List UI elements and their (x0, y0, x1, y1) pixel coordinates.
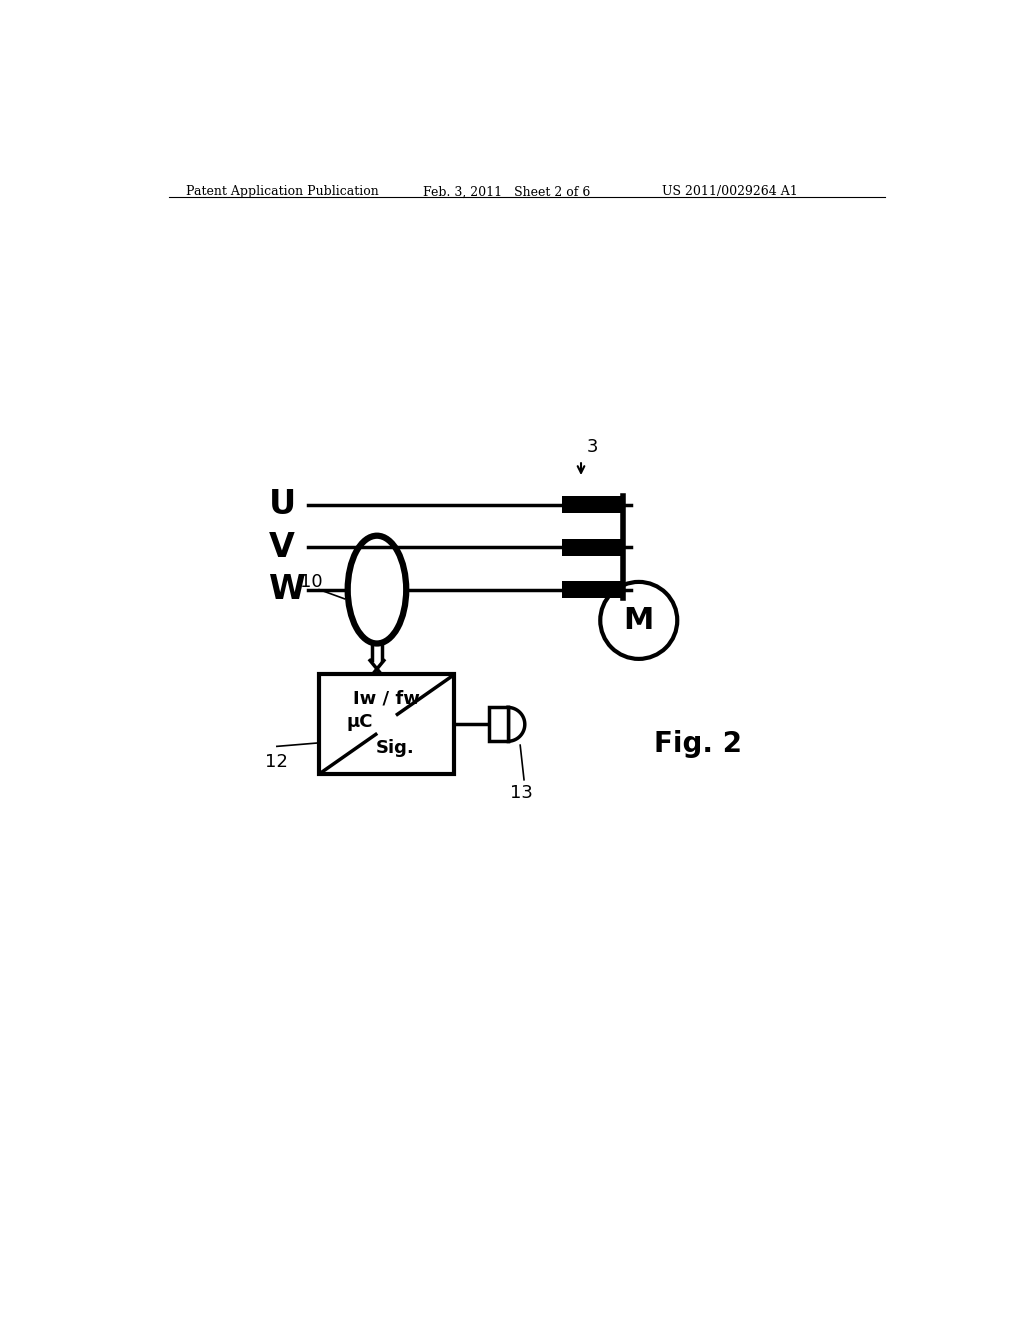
Text: 10: 10 (300, 573, 323, 591)
Text: Iw / fw: Iw / fw (353, 689, 420, 708)
Bar (488, 708, 508, 742)
Text: Sig.: Sig. (376, 739, 415, 758)
Bar (562, 539, 624, 556)
Text: W: W (269, 573, 306, 606)
Text: U: U (269, 488, 296, 521)
Text: V: V (269, 531, 295, 564)
Text: 3: 3 (587, 438, 599, 457)
Text: Patent Application Publication: Patent Application Publication (186, 185, 379, 198)
Text: US 2011/0029264 A1: US 2011/0029264 A1 (662, 185, 798, 198)
Text: Fig. 2: Fig. 2 (654, 730, 742, 758)
Bar (319, 675, 454, 775)
Text: 13: 13 (510, 784, 534, 803)
Text: 12: 12 (265, 752, 288, 771)
Text: μC: μC (346, 713, 373, 731)
Bar (562, 581, 624, 598)
Text: Feb. 3, 2011   Sheet 2 of 6: Feb. 3, 2011 Sheet 2 of 6 (423, 185, 591, 198)
Bar (562, 496, 624, 513)
Text: M: M (624, 606, 654, 635)
